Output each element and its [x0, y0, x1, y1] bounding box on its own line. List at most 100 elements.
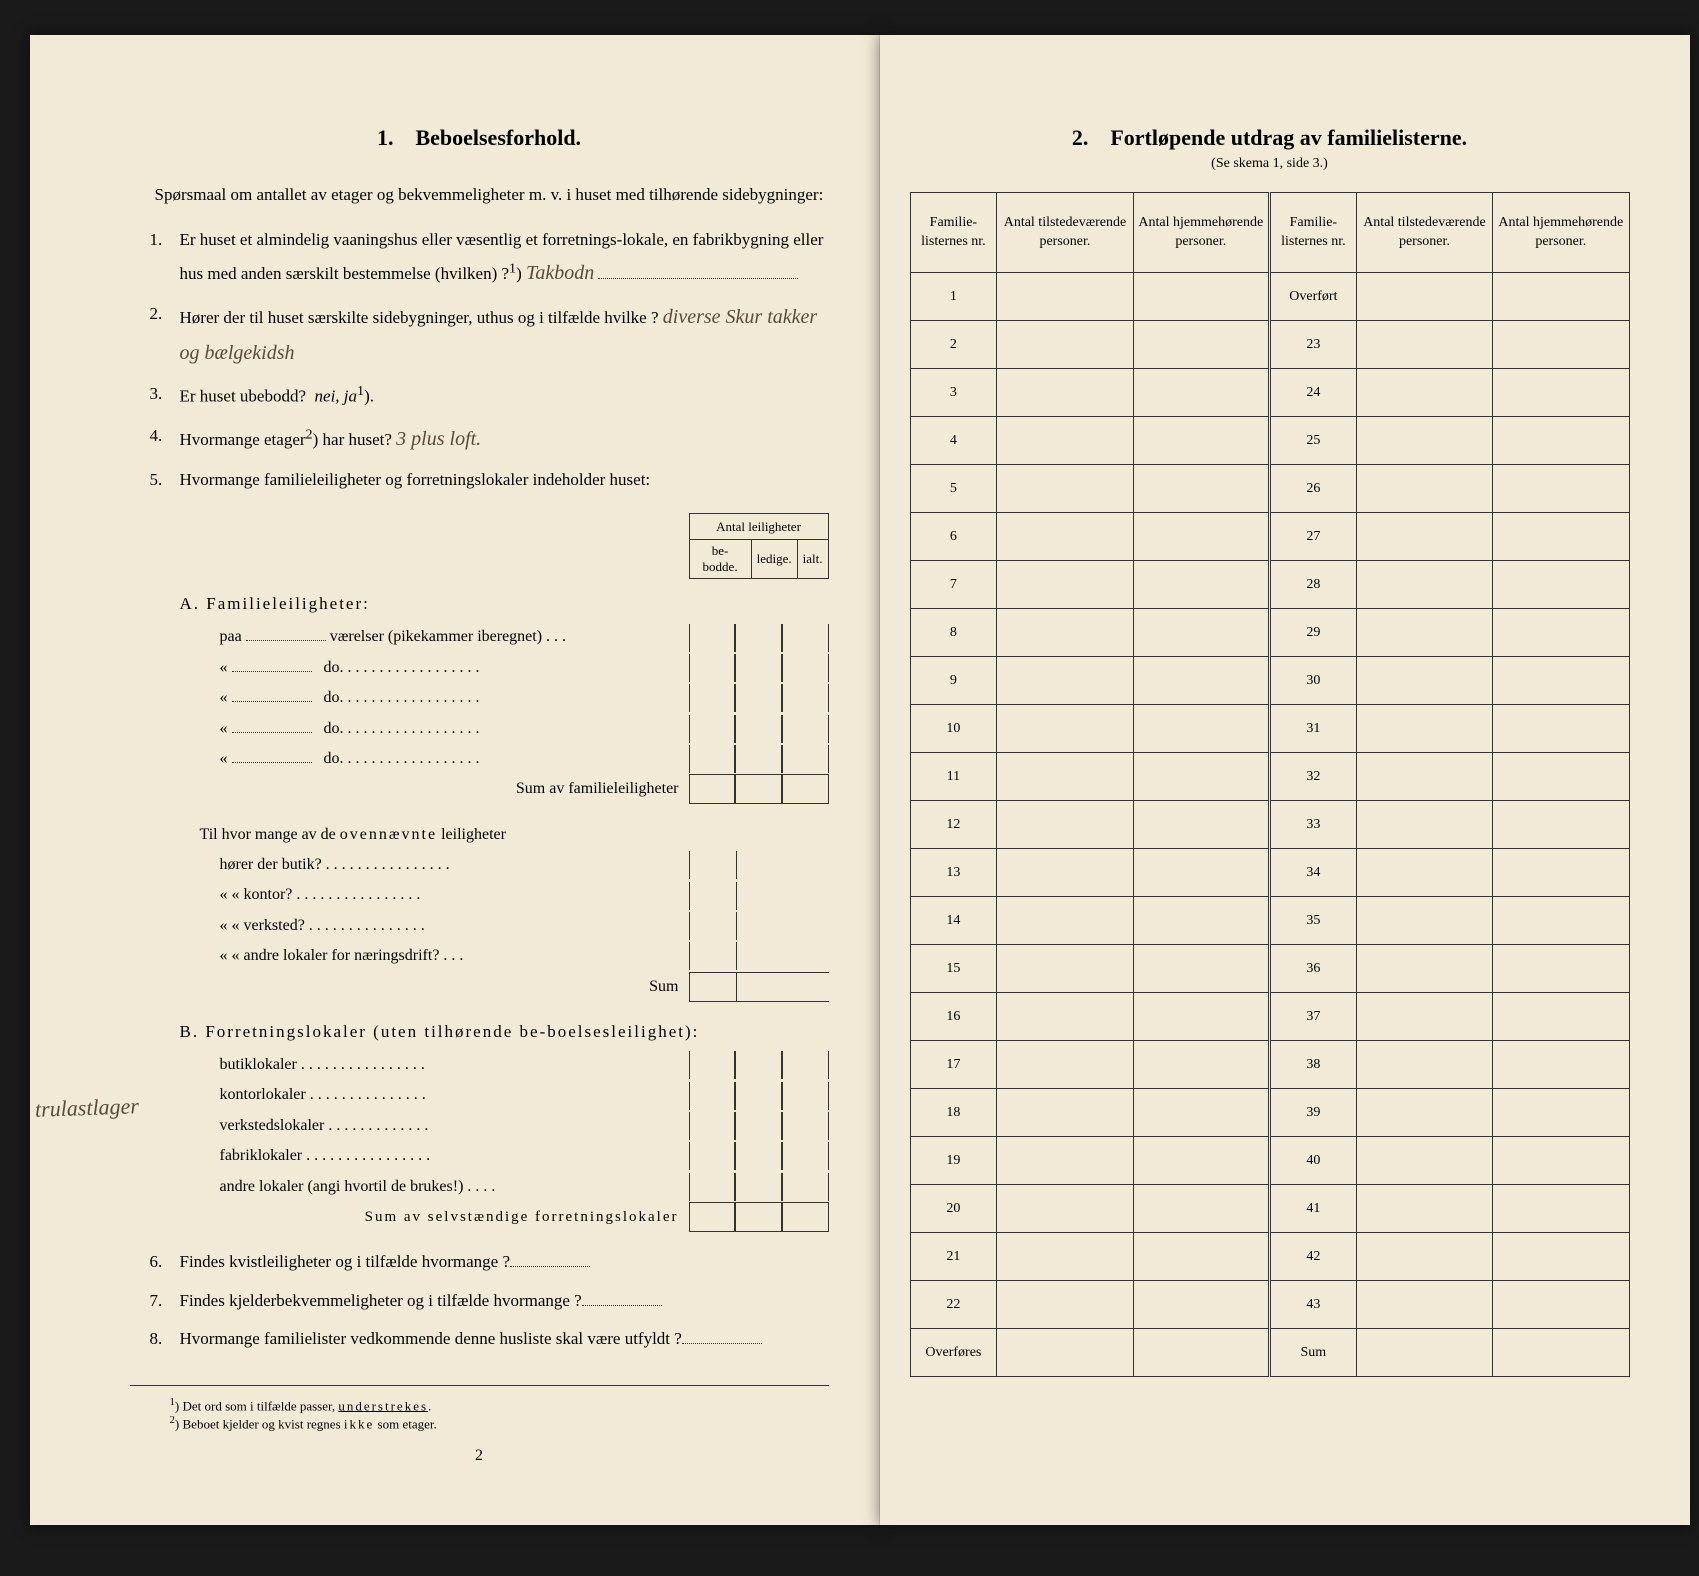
cell	[1493, 1137, 1629, 1185]
col6-header: Antal hjemmehørende personer.	[1493, 193, 1629, 273]
section-2-title: Fortløpende utdrag av familielisterne.	[1110, 125, 1467, 150]
q5-num: 5.	[150, 465, 163, 496]
row-num: 38	[1269, 1041, 1356, 1089]
cell	[997, 705, 1133, 753]
row-num: 31	[1269, 705, 1356, 753]
q4-sup: 2	[306, 426, 313, 442]
footnote-2: 2) Beboet kjelder og kvist regnes ikke s…	[170, 1414, 829, 1432]
line-do-4: « do. . . . . . . . . . . . . . . . . .	[180, 744, 829, 774]
col-ialt: ialt.	[797, 540, 828, 579]
table-row: 8 29	[910, 609, 1629, 657]
intro-text: Spørsmaal om antallet av etager og bekve…	[130, 181, 829, 210]
question-8: 8. Hvormange familielister vedkommende d…	[150, 1324, 829, 1355]
question-6: 6. Findes kvistleiligheter og i tilfælde…	[150, 1247, 829, 1278]
cell	[1356, 465, 1492, 513]
q3-num: 3.	[150, 379, 163, 410]
row-num: 25	[1269, 417, 1356, 465]
cell	[1493, 897, 1629, 945]
table-row: 15 36	[910, 945, 1629, 993]
cell	[1356, 417, 1492, 465]
table-header: Antal leiligheter	[689, 514, 828, 540]
col-ledige: ledige.	[751, 540, 797, 579]
col-bebodde: be-bodde.	[689, 540, 751, 579]
row-num: 22	[910, 1281, 997, 1329]
cell	[997, 273, 1133, 321]
row-num: 15	[910, 945, 997, 993]
q2-num: 2.	[150, 299, 163, 330]
section-2-number: 2.	[1072, 125, 1089, 150]
q1-answer: Takbodn	[526, 262, 594, 284]
cell	[997, 369, 1133, 417]
question-2: 2. Hører der til huset særskilte sidebyg…	[150, 299, 829, 371]
row-num: 30	[1269, 657, 1356, 705]
question-4: 4. Hvormange etager2) har huset? 3 plus …	[150, 421, 829, 457]
cell	[1356, 1089, 1492, 1137]
cell	[1493, 1281, 1629, 1329]
section-1-header: 1. Beboelsesforhold.	[130, 125, 829, 151]
row-num: 2	[910, 321, 997, 369]
cell	[1133, 1089, 1269, 1137]
sum-familie: Sum av familieleiligheter	[180, 774, 829, 804]
row-num: 35	[1269, 897, 1356, 945]
section-a-title: A. Familieleiligheter:	[180, 594, 829, 614]
cell	[1356, 993, 1492, 1041]
q4-text: Hvormange etager	[180, 430, 306, 449]
row-num: 28	[1269, 561, 1356, 609]
left-page: 1. Beboelsesforhold. Spørsmaal om antall…	[30, 35, 880, 1525]
col4-header: Familie-listernes nr.	[1269, 193, 1356, 273]
cell	[1493, 753, 1629, 801]
row-num: 4	[910, 417, 997, 465]
q1-line	[598, 278, 798, 279]
row-num: 13	[910, 849, 997, 897]
cell	[1133, 993, 1269, 1041]
row-num: 1	[910, 273, 997, 321]
cell	[1356, 1137, 1492, 1185]
cell	[997, 1041, 1133, 1089]
q4-answer: 3 plus loft.	[396, 428, 481, 450]
cell	[1356, 1329, 1492, 1377]
table-row: 19 40	[910, 1137, 1629, 1185]
til-text: Til hvor mange av de ovennævnte leilighe…	[180, 820, 829, 850]
cell	[1356, 1281, 1492, 1329]
cell	[997, 753, 1133, 801]
table-row: 16 37	[910, 993, 1629, 1041]
cell	[1493, 1185, 1629, 1233]
cell	[1133, 1041, 1269, 1089]
table-row: 11 32	[910, 753, 1629, 801]
cell	[1133, 897, 1269, 945]
cell	[1493, 1089, 1629, 1137]
row-num: 23	[1269, 321, 1356, 369]
row-num: 21	[910, 1233, 997, 1281]
cell	[997, 513, 1133, 561]
cell	[997, 849, 1133, 897]
cell	[1493, 1329, 1629, 1377]
row-num: 7	[910, 561, 997, 609]
row-num: 36	[1269, 945, 1356, 993]
cell	[1356, 753, 1492, 801]
overfort-label: Overført	[1269, 273, 1356, 321]
cell	[1133, 753, 1269, 801]
cell	[1493, 417, 1629, 465]
cell	[1133, 609, 1269, 657]
col1-header: Familie-listernes nr.	[910, 193, 997, 273]
andre-lokaler: andre lokaler (angi hvortil de brukes!) …	[180, 1172, 829, 1202]
footnote-1: 1) Det ord som i tilfælde passer, unders…	[170, 1396, 829, 1414]
table-row: 9 30	[910, 657, 1629, 705]
cell	[1493, 321, 1629, 369]
kontorlokaler: kontorlokaler . . . . . . . . . . . . . …	[180, 1080, 829, 1110]
row-num: 11	[910, 753, 997, 801]
cell	[1133, 273, 1269, 321]
sum-label: Sum	[1269, 1329, 1356, 1377]
row-num: 17	[910, 1041, 997, 1089]
table-row: 13 34	[910, 849, 1629, 897]
row-num: 40	[1269, 1137, 1356, 1185]
cell	[997, 1281, 1133, 1329]
cell	[1133, 657, 1269, 705]
q8-num: 8.	[150, 1324, 163, 1355]
cell	[1133, 1281, 1269, 1329]
row-num: 26	[1269, 465, 1356, 513]
line-paa-1: paa værelser (pikekammer iberegnet) . . …	[180, 622, 829, 652]
row-num: 41	[1269, 1185, 1356, 1233]
row-num: 39	[1269, 1089, 1356, 1137]
cell	[1356, 321, 1492, 369]
